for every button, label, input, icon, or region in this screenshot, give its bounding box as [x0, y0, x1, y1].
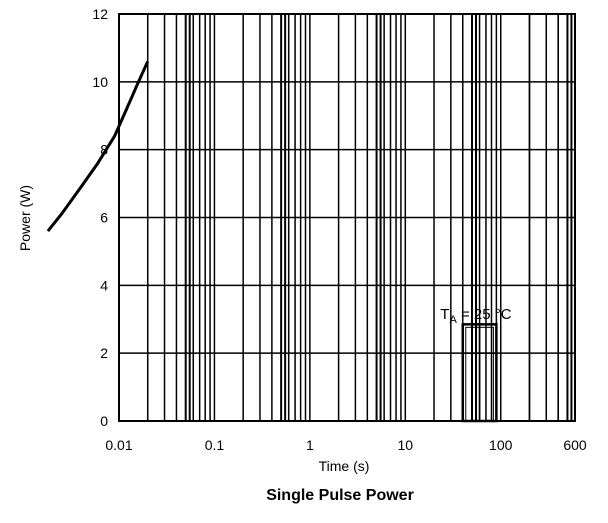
plot-frame: [118, 13, 576, 422]
x-tick-label: 10: [398, 437, 414, 453]
y-axis-label: Power (W): [17, 185, 33, 251]
y-tick-label: 4: [100, 277, 108, 293]
annotation-box: [461, 323, 498, 423]
chart-title: Single Pulse Power: [266, 487, 414, 504]
annotation-suffix: = 25 °C: [457, 306, 512, 323]
x-tick-label: 600: [563, 437, 587, 453]
x-axis-label: Time (s): [319, 458, 370, 474]
x-tick-label: 1: [306, 437, 314, 453]
y-tick-label: 12: [92, 6, 108, 22]
annotation-ta: TA = 25 °C: [440, 306, 511, 326]
x-tick-label: 100: [489, 437, 513, 453]
y-tick-label: 10: [92, 74, 108, 90]
y-tick-label: 2: [100, 345, 108, 361]
annotation-subscript: A: [449, 314, 457, 326]
x-tick-label: 0.1: [205, 437, 225, 453]
x-tick-label: 0.01: [105, 437, 132, 453]
y-tick-label: 0: [100, 413, 108, 429]
grid: [119, 14, 575, 421]
annotation-prefix: T: [440, 306, 449, 323]
power-curve: [46, 60, 150, 233]
y-tick-label: 6: [100, 210, 108, 226]
curve-layer: [46, 60, 150, 233]
y-tick-label: 8: [100, 142, 108, 158]
tick-labels: 0.01 0.1 1 10 100 600 0 2 4 6 8 10 12: [92, 6, 586, 453]
